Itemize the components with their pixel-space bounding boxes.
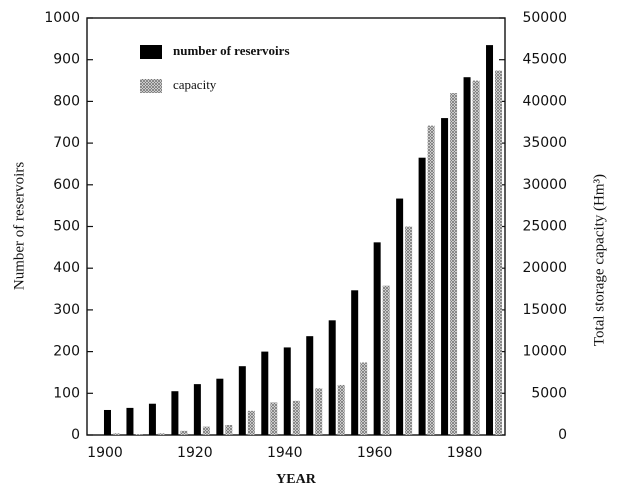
bar [283, 347, 291, 435]
bar [441, 118, 449, 435]
bar [180, 430, 188, 435]
y-tick-label: 300 [53, 302, 80, 318]
bar [306, 336, 314, 435]
bar [135, 434, 143, 435]
bar [405, 226, 413, 435]
y2-tick-label: 35000 [522, 135, 567, 151]
y2-tick-label: 25000 [522, 219, 567, 235]
x-tick-label: 1920 [177, 445, 213, 461]
bar [382, 285, 390, 435]
y2-tick-label: 30000 [522, 177, 567, 193]
y-tick-label: 600 [53, 177, 80, 193]
y-axis-label: Number of reservoirs [11, 162, 27, 290]
bar [360, 362, 368, 435]
bar [270, 402, 278, 435]
bar [463, 77, 471, 436]
legend-label: capacity [173, 77, 217, 92]
y-tick-label: 100 [53, 385, 80, 401]
bar [373, 242, 381, 435]
bar [247, 410, 255, 435]
bar [126, 407, 134, 435]
bar [112, 433, 120, 435]
bar [193, 384, 201, 435]
x-tick-label: 1980 [447, 445, 483, 461]
bar [103, 409, 111, 435]
bar [450, 93, 458, 435]
y2-tick-label: 5000 [531, 385, 567, 401]
bar [337, 384, 345, 435]
y2-tick-label: 0 [558, 427, 567, 443]
x-axis-label: YEAR [276, 472, 317, 487]
bar [472, 80, 480, 436]
y-tick-label: 1000 [44, 10, 80, 26]
legend-label: number of reservoirs [173, 43, 290, 58]
bar [328, 320, 336, 435]
legend-swatch [140, 79, 162, 93]
y2-tick-label: 45000 [522, 52, 567, 68]
bar [148, 403, 156, 435]
bar [225, 424, 233, 435]
y-tick-label: 200 [53, 344, 80, 360]
y2-tick-label: 10000 [522, 344, 567, 360]
y2-tick-label: 20000 [522, 260, 567, 276]
bar [315, 388, 323, 435]
bar [396, 198, 404, 435]
x-tick-label: 1940 [267, 445, 303, 461]
y-tick-label: 500 [53, 219, 80, 235]
bar [427, 125, 435, 435]
y2-tick-label: 15000 [522, 302, 567, 318]
y-tick-label: 700 [53, 135, 80, 151]
bar [261, 351, 269, 435]
bar [171, 391, 179, 435]
x-tick-label: 1960 [357, 445, 393, 461]
x-tick-label: 1900 [87, 445, 123, 461]
y-tick-label: 400 [53, 260, 80, 276]
y-tick-label: 0 [71, 427, 80, 443]
bar [495, 70, 503, 436]
bar [216, 378, 224, 435]
bar [351, 290, 359, 435]
y2-tick-label: 40000 [522, 93, 567, 109]
legend-swatch [140, 45, 162, 59]
bar [157, 433, 165, 435]
bar [202, 426, 210, 435]
y-tick-label: 800 [53, 93, 80, 109]
y2-axis-label: Total storage capacity (Hm³) [591, 174, 607, 346]
bar [292, 400, 300, 435]
bar [486, 45, 494, 435]
y-tick-label: 900 [53, 52, 80, 68]
bar [418, 157, 426, 435]
bar [238, 366, 246, 435]
y2-tick-label: 50000 [522, 10, 567, 26]
